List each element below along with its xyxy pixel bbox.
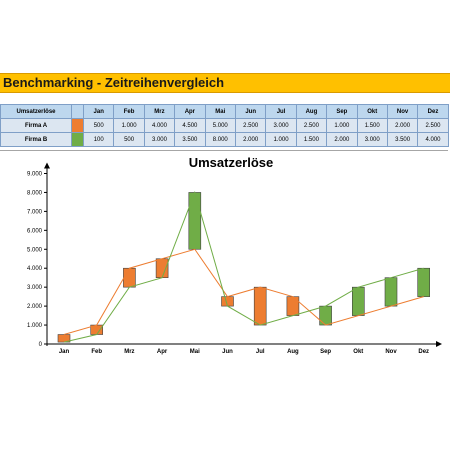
page-title: Benchmarking - Zeitreihenvergleich (3, 75, 225, 90)
y-tick-label: 0 (39, 342, 43, 348)
month-header: Nov (386, 104, 419, 119)
table-row-firma-a: Firma A 500 1.000 4.000 4.500 5.000 2.50… (0, 118, 449, 133)
x-tick-label: Aug (287, 349, 299, 355)
table-cell[interactable]: 3.500 (386, 132, 419, 147)
table-cell[interactable]: 1.000 (113, 118, 145, 133)
up-down-bar (188, 192, 202, 250)
y-tick-label: 1.000 (27, 323, 43, 329)
up-down-bar (319, 305, 332, 326)
month-header: Apr (174, 104, 206, 119)
table-cell[interactable]: 4.000 (417, 132, 449, 147)
table-cell[interactable]: 3.500 (174, 132, 206, 147)
x-tick-label: Mrz (124, 349, 134, 355)
table-row-firma-b: Firma B 100 500 3.000 3.500 8.000 2.000 … (0, 132, 449, 147)
x-tick-label: Okt (353, 349, 363, 355)
y-tick-label: 9.000 (27, 172, 43, 178)
table-cell[interactable]: 2.000 (234, 132, 267, 147)
title-bar: Benchmarking - Zeitreihenvergleich (0, 73, 450, 93)
x-axis-arrow (436, 341, 442, 347)
x-tick-label: Jan (59, 349, 70, 355)
table-cell[interactable]: 2.500 (234, 118, 267, 133)
table-cell[interactable]: 500 (113, 132, 145, 147)
up-down-bar (253, 286, 267, 326)
table-header-row: Umsatzerlöse Jan Feb Mrz Apr Mai Jun Jul… (0, 104, 449, 119)
row-label: Firma B (0, 132, 72, 147)
benchmark-table: Umsatzerlöse Jan Feb Mrz Apr Mai Jun Jul… (0, 104, 449, 147)
month-header: Jul (265, 104, 297, 119)
spreadsheet-area: Benchmarking - Zeitreihenvergleich Umsat… (0, 73, 450, 373)
table-cell[interactable]: 8.000 (204, 132, 236, 147)
up-down-bar (417, 267, 431, 297)
month-header: Mai (204, 104, 236, 119)
x-tick-label: Jul (256, 349, 265, 355)
y-tick-label: 7.000 (27, 209, 43, 215)
row-label: Firma A (0, 118, 72, 133)
table-cell[interactable]: 500 (82, 118, 115, 133)
y-tick-label: 8.000 (27, 190, 43, 196)
color-swatch (71, 132, 84, 147)
series-line-firma-a (63, 248, 424, 336)
table-cell[interactable]: 3.000 (143, 132, 176, 147)
chart-frame (0, 150, 448, 375)
table-cell[interactable]: 1.000 (326, 118, 358, 133)
table-cell[interactable]: 3.000 (265, 118, 297, 133)
y-tick-label: 6.000 (27, 228, 43, 234)
up-down-bar (351, 286, 365, 316)
x-tick-label: Dez (418, 349, 429, 355)
table-cell[interactable]: 3.000 (356, 132, 388, 147)
up-down-bar (155, 258, 169, 278)
up-down-bar (384, 277, 398, 307)
chart-title: Umsatzerlöse (189, 155, 274, 170)
table-cell[interactable]: 2.500 (417, 118, 449, 133)
table-cell[interactable]: 100 (82, 132, 115, 147)
up-down-bar (286, 296, 300, 316)
y-tick-label: 3.000 (27, 285, 43, 291)
y-tick-label: 4.000 (27, 266, 43, 272)
umsatz-chart: Umsatzerlöse 0 1.000 2.000 3.000 4.000 5.000 6… (27, 155, 442, 355)
x-tick-label: Nov (385, 349, 397, 355)
y-tick-label: 2.000 (27, 304, 43, 310)
table-cell[interactable]: 1.500 (356, 118, 388, 133)
y-tick-label: 5.000 (27, 247, 43, 253)
color-swatch (71, 118, 84, 133)
month-header: Aug (295, 104, 328, 119)
x-tick-label: Sep (320, 349, 331, 355)
x-tick-label: Feb (91, 349, 102, 355)
x-tick-label: Jun (222, 349, 233, 355)
x-tick-label: Mai (190, 349, 200, 355)
series-line-firma-b (63, 190, 424, 343)
up-down-bar (123, 267, 136, 288)
x-tick-label: Apr (157, 349, 168, 355)
y-axis-arrow (44, 162, 50, 169)
table-cell[interactable]: 4.500 (174, 118, 206, 133)
table-cell[interactable]: 2.000 (386, 118, 419, 133)
